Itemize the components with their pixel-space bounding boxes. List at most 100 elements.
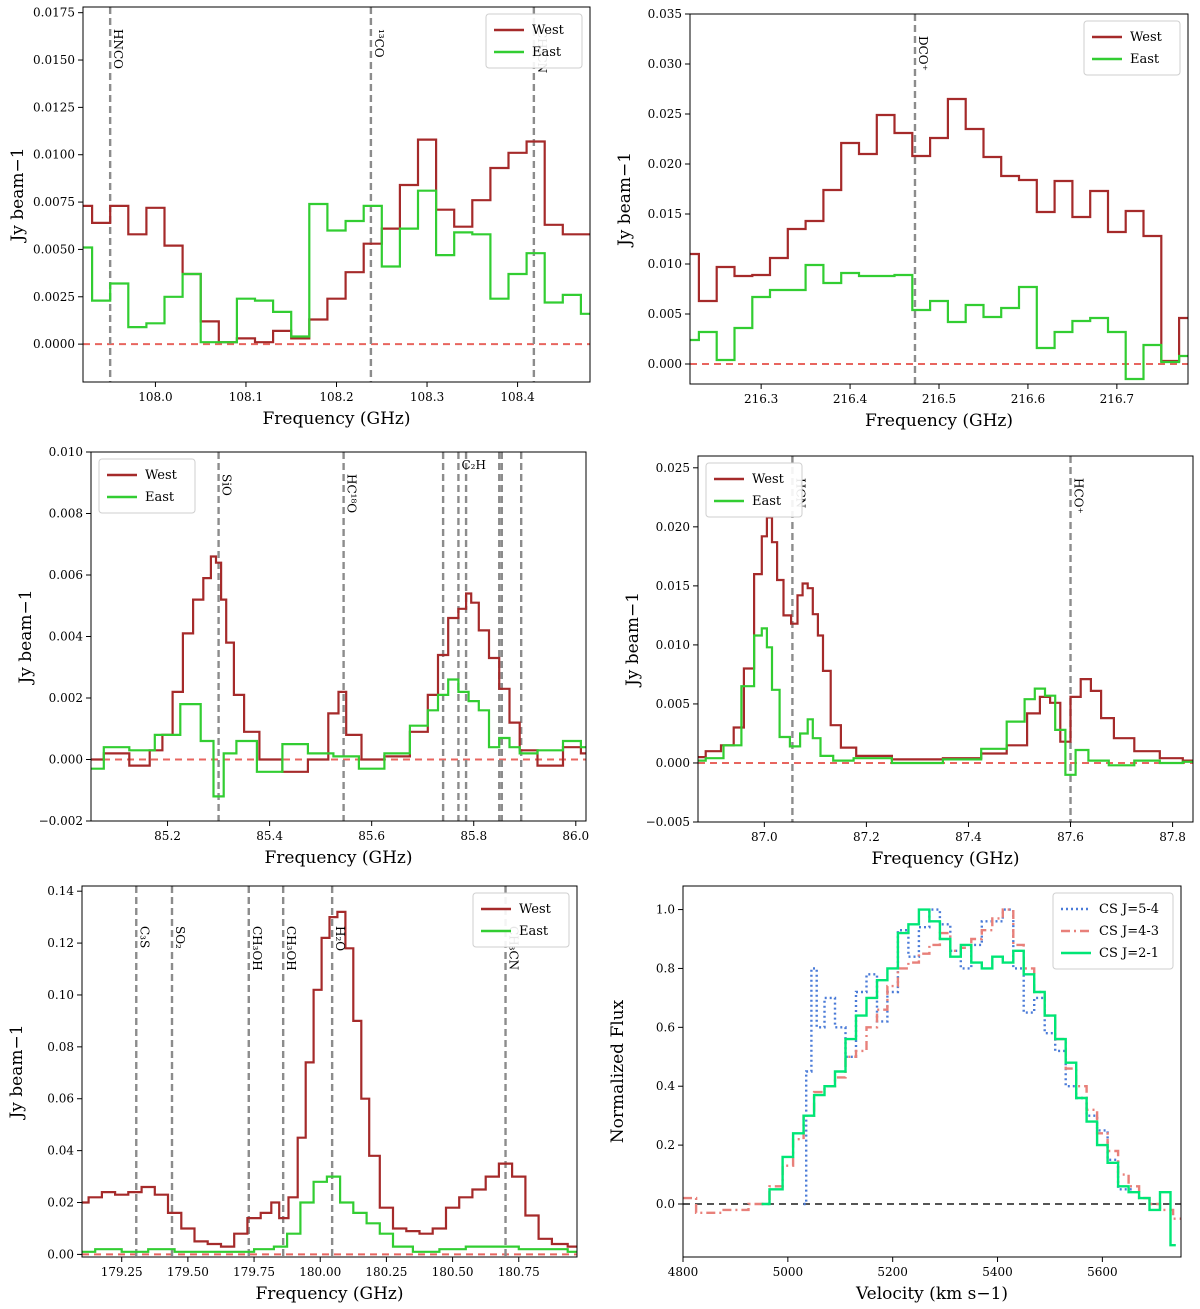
x-tick-label: 108.3 [410,390,444,404]
legend-frame [98,458,196,514]
legend: West East [485,13,583,69]
x-tick-label: 87.6 [1057,830,1084,844]
legend: West East [472,892,570,948]
y-tick-label: 0.2 [656,1138,675,1152]
axes-frame [682,885,1182,1258]
x-tick-label: 5000 [773,1265,804,1279]
legend-frame [485,13,583,69]
y-tick-label: 0.004 [49,630,84,644]
series-east [690,263,1188,381]
y-tick-label: 0.0050 [33,242,75,256]
y-tick-label: 0.010 [49,445,83,459]
x-tick-label: 180.75 [498,1265,540,1279]
y-tick-label: 0.6 [656,1020,675,1034]
plot-area [83,7,590,382]
series-east [82,1175,577,1253]
y-axis-label: Jy beam−1 [7,1024,27,1120]
legend-label: East [519,924,549,939]
x-tick-label: 87.2 [853,830,880,844]
x-tick-label: 87.4 [955,830,982,844]
y-tick-label: 0.02 [47,1196,74,1210]
legend-frame [1052,892,1174,970]
y-tick-label: 0.030 [648,57,682,71]
legend-label: West [532,23,565,38]
series-east [91,678,586,798]
line-marker-label: DCO⁺ [916,36,930,71]
y-tick-label: 0.010 [648,257,682,271]
plot-area [91,452,586,821]
y-tick-label: 0.010 [656,638,690,652]
line-marker-label: HC¹⁸O [345,474,359,513]
x-tick-label: 5400 [982,1265,1013,1279]
x-tick-label: 179.75 [233,1265,275,1279]
y-tick-label: 0.025 [648,107,682,121]
y-tick-label: −0.005 [646,815,690,829]
legend-label: CS J=5-4 [1099,902,1159,917]
series-west [690,97,1188,363]
x-tick-label: 87.0 [751,830,778,844]
x-tick-label: 108.2 [319,390,353,404]
y-tick-label: 0.0025 [33,290,75,304]
plot-area [690,14,1188,384]
x-tick-label: 86.0 [562,829,589,843]
y-tick-label: −0.002 [39,814,83,828]
x-tick-label: 108.4 [500,390,535,404]
legend-frame [705,462,803,518]
line-marker-label: ¹³CO [372,29,386,58]
y-tick-label: 0.0175 [33,6,75,20]
x-tick-label: 4800 [668,1265,699,1279]
x-tick-label: 85.6 [358,829,385,843]
x-tick-label: 108.1 [229,390,263,404]
y-tick-label: 0.14 [47,884,74,898]
y-tick-label: 0.015 [656,579,690,593]
plot-area [82,886,577,1257]
legend-label: West [145,468,178,483]
y-tick-label: 0.020 [648,157,682,171]
panel2: DCO⁺ 216.3 216.4 216.5 216.6 216.7 0.000 0.005 0… [615,7,1189,431]
y-axis-label: Jy beam−1 [8,147,28,243]
legend-frame [1083,20,1181,76]
legend-label: West [519,902,552,917]
x-axis-label: Frequency (GHz) [865,411,1013,431]
axes-frame [697,455,1194,823]
y-tick-label: 0.8 [656,961,675,975]
x-tick-label: 180.00 [299,1265,341,1279]
y-tick-label: 0.04 [47,1144,74,1158]
series-west [698,516,1193,762]
line-marker-label: H₂O [333,926,347,951]
x-tick-label: 5200 [877,1265,908,1279]
x-axis-label: Frequency (GHz) [256,1284,404,1304]
plot-area [683,908,1181,1247]
series-west [82,910,577,1248]
series-east [83,189,590,344]
y-tick-label: 0.4 [656,1079,675,1093]
y-tick-label: 1.0 [656,903,675,917]
panel6: 4800 5000 5200 5400 5600 0.0 0.2 0.4 0.6 0.8 1.0 Ve… [608,885,1182,1304]
y-axis-label: Normalized Flux [608,999,628,1143]
line-marker-label: HNCO [111,29,125,69]
y-tick-label: 0.035 [648,7,682,21]
panel1: HNCO¹³COCH₃CN108.0108.1108.2108.3108.40.… [8,6,591,429]
y-tick-label: 0.06 [47,1092,74,1106]
x-tick-label: 216.4 [833,392,868,406]
line-marker-label: SiO [220,474,234,496]
legend-label: West [1130,30,1163,45]
series-west [91,555,586,773]
x-tick-label: 87.8 [1159,830,1186,844]
x-tick-label: 85.8 [460,829,487,843]
y-tick-label: 0.0075 [33,195,75,209]
y-axis-label: Jy beam−1 [16,589,36,685]
x-tick-label: 179.50 [167,1265,209,1279]
y-tick-label: 0.0 [656,1197,675,1211]
y-axis-label: Jy beam−1 [615,152,635,248]
x-axis-label: Frequency (GHz) [265,848,413,868]
line-marker-label: SO₂ [173,926,187,949]
legend-frame [472,892,570,948]
series-east [698,627,1193,776]
series-cs-j-2-1 [761,908,1176,1247]
x-tick-label: 85.4 [256,829,283,843]
y-tick-label: 0.0100 [33,148,75,162]
y-tick-label: 0.006 [49,568,83,582]
y-tick-label: 0.005 [648,307,682,321]
